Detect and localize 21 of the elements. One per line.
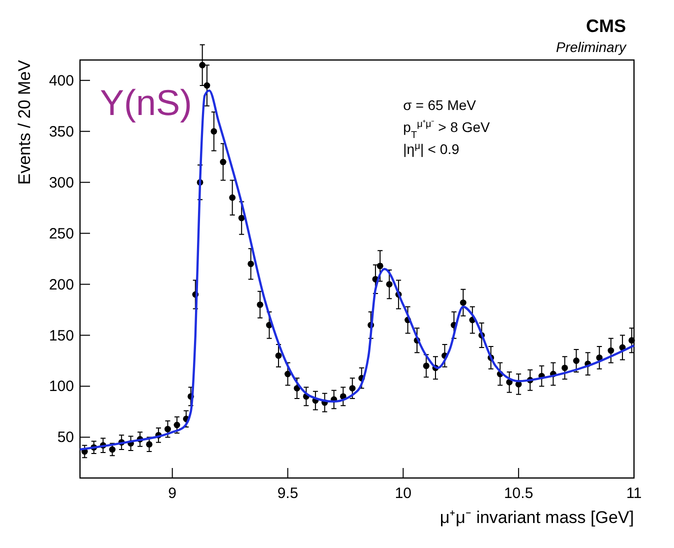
x-axis-title: μ⁺μ⁻ invariant mass [GeV]	[440, 508, 634, 527]
y-tick-label: 300	[48, 174, 74, 192]
y-tick-label: 100	[48, 378, 74, 396]
x-tick-label: 9.5	[277, 485, 298, 502]
y-tick-label: 200	[48, 276, 74, 294]
x-tick-label: 10	[394, 485, 412, 502]
y-tick-label: 400	[48, 72, 74, 90]
text: CMS	[586, 16, 626, 36]
y-tick-label: 350	[48, 123, 74, 140]
annotation: p$_{T}$$^{μ⁺μ⁻}$ > 8 GeV	[403, 118, 491, 140]
y-axis-title: Events / 20 MeV	[15, 59, 34, 185]
text: Preliminary	[556, 39, 627, 55]
annotation: σ = 65 MeV	[403, 97, 477, 113]
annotation: |η$^{μ}$| < 0.9	[403, 140, 460, 157]
annotation: Y(nS)	[100, 82, 192, 123]
x-tick-label: 10.5	[504, 485, 534, 502]
y-tick-label: 50	[57, 429, 74, 446]
x-tick-label: 9	[168, 485, 177, 502]
y-tick-label: 150	[48, 327, 74, 344]
x-tick-label: 11	[626, 485, 642, 502]
y-tick-label: 250	[48, 225, 74, 242]
